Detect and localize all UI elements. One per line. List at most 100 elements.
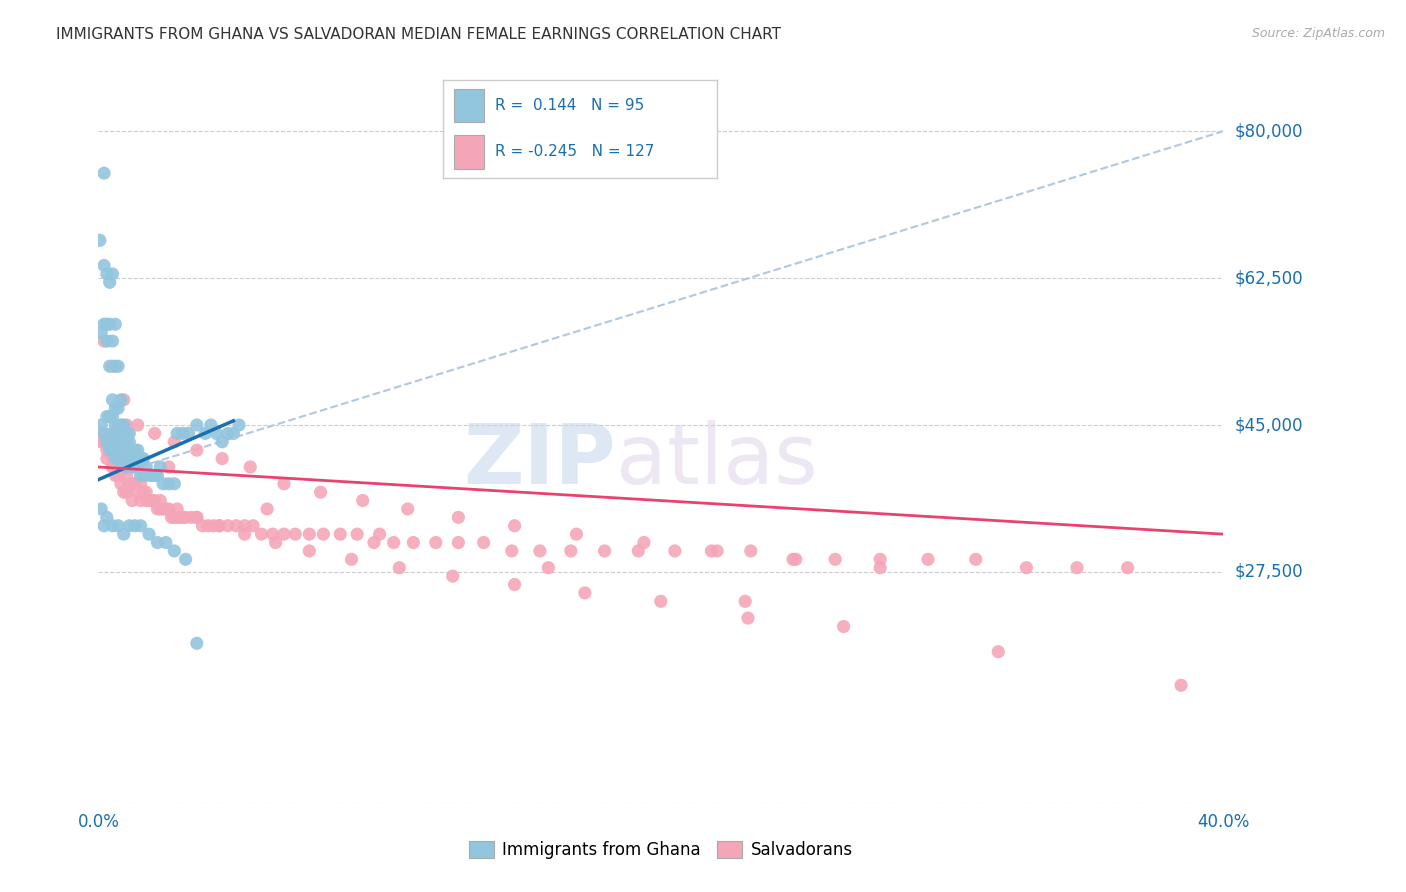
Point xyxy=(146,535,169,549)
Point xyxy=(112,426,135,441)
Point xyxy=(166,502,188,516)
Point xyxy=(194,426,217,441)
Text: $45,000: $45,000 xyxy=(1234,416,1303,434)
Point xyxy=(222,426,245,441)
Point xyxy=(115,417,138,432)
Point xyxy=(101,359,124,374)
Point xyxy=(104,359,127,374)
Point xyxy=(115,426,138,441)
Point xyxy=(93,166,115,180)
Point xyxy=(110,476,132,491)
Point xyxy=(101,518,124,533)
Point xyxy=(121,451,143,466)
Point xyxy=(146,468,169,483)
Point xyxy=(191,518,214,533)
Point xyxy=(127,460,149,475)
Point xyxy=(447,535,470,549)
Point xyxy=(107,359,129,374)
Point xyxy=(101,460,124,475)
Point xyxy=(174,510,197,524)
Point xyxy=(101,426,124,441)
Point xyxy=(368,527,391,541)
Point xyxy=(107,401,129,416)
Point xyxy=(107,417,129,432)
Point xyxy=(104,468,127,483)
Point xyxy=(104,401,127,416)
Point xyxy=(138,493,160,508)
Point xyxy=(93,426,115,441)
Point xyxy=(98,443,121,458)
Point xyxy=(96,510,118,524)
Point xyxy=(917,552,939,566)
Point xyxy=(329,527,352,541)
Point xyxy=(124,460,146,475)
Point xyxy=(965,552,987,566)
Point xyxy=(121,443,143,458)
Point xyxy=(112,460,135,475)
Point xyxy=(627,544,650,558)
Point xyxy=(118,518,141,533)
Point xyxy=(633,535,655,549)
Point xyxy=(93,518,115,533)
Point xyxy=(264,535,287,549)
Point xyxy=(503,518,526,533)
Text: $62,500: $62,500 xyxy=(1234,269,1303,287)
Point xyxy=(101,392,124,407)
Point xyxy=(217,518,239,533)
Point xyxy=(112,451,135,466)
Point xyxy=(104,417,127,432)
Point xyxy=(146,502,169,516)
Point xyxy=(149,460,172,475)
Point xyxy=(107,426,129,441)
Point xyxy=(96,318,118,332)
Point xyxy=(346,527,368,541)
Point xyxy=(127,443,149,458)
Point xyxy=(233,518,256,533)
Point xyxy=(143,468,166,483)
Point xyxy=(166,510,188,524)
Point xyxy=(112,417,135,432)
Point xyxy=(104,451,127,466)
Point xyxy=(166,426,188,441)
Point xyxy=(112,434,135,449)
Point xyxy=(118,451,141,466)
Point xyxy=(565,527,588,541)
Point xyxy=(149,502,172,516)
Point xyxy=(869,552,891,566)
Point xyxy=(239,460,262,475)
Point xyxy=(118,426,141,441)
Point xyxy=(141,493,163,508)
Point xyxy=(101,426,124,441)
Point xyxy=(262,527,284,541)
Point xyxy=(472,535,495,549)
Point xyxy=(537,560,560,574)
Point xyxy=(124,443,146,458)
Point xyxy=(93,334,115,348)
Point xyxy=(250,527,273,541)
Point xyxy=(737,611,759,625)
Point xyxy=(396,502,419,516)
Point xyxy=(138,468,160,483)
Point xyxy=(785,552,807,566)
Point xyxy=(107,451,129,466)
Point xyxy=(98,434,121,449)
Point xyxy=(121,476,143,491)
Text: Source: ZipAtlas.com: Source: ZipAtlas.com xyxy=(1251,27,1385,40)
Point xyxy=(121,460,143,475)
Point xyxy=(135,460,157,475)
Point xyxy=(202,518,225,533)
Text: IMMIGRANTS FROM GHANA VS SALVADORAN MEDIAN FEMALE EARNINGS CORRELATION CHART: IMMIGRANTS FROM GHANA VS SALVADORAN MEDI… xyxy=(56,27,782,42)
Point xyxy=(388,560,411,574)
Point xyxy=(529,544,551,558)
Point xyxy=(127,417,149,432)
Point xyxy=(700,544,723,558)
Point xyxy=(425,535,447,549)
Point xyxy=(273,476,295,491)
Point xyxy=(127,485,149,500)
Point xyxy=(706,544,728,558)
Point xyxy=(593,544,616,558)
Point xyxy=(157,460,180,475)
Point xyxy=(163,476,186,491)
Point xyxy=(101,409,124,424)
Point xyxy=(110,460,132,475)
